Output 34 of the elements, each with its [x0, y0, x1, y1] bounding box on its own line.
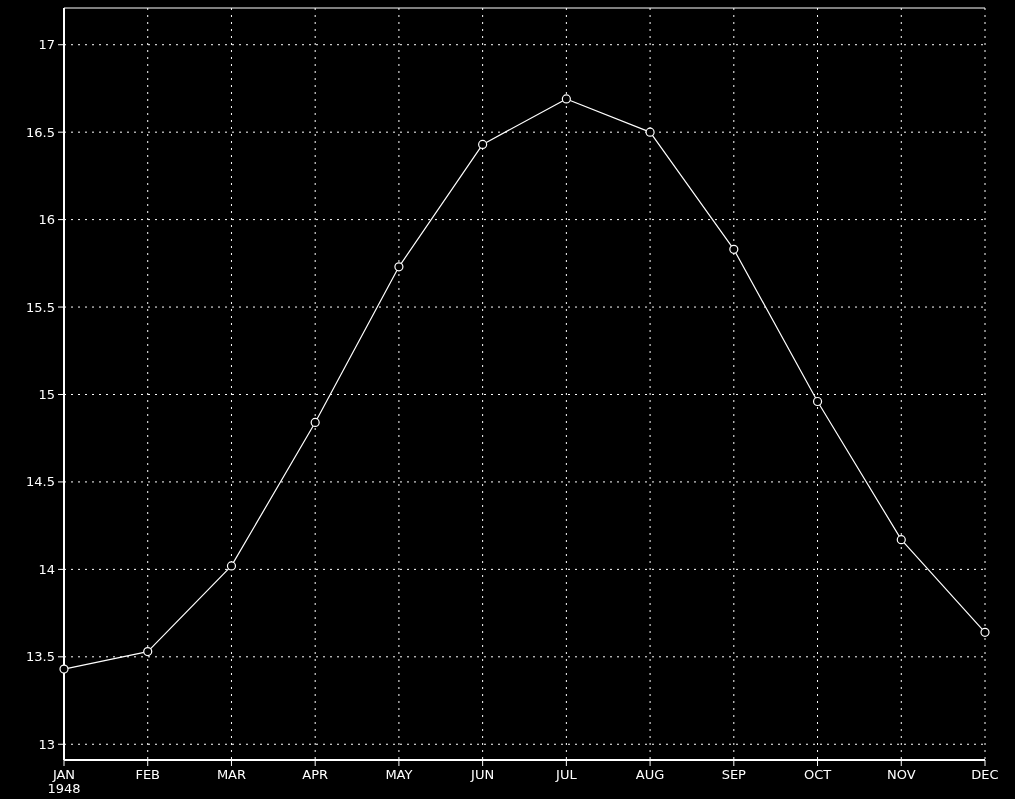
point	[59, 664, 69, 674]
x-tick-label: NOV	[886, 767, 916, 782]
point	[310, 417, 320, 428]
y-tick-label: 16.5	[26, 124, 55, 140]
x-tick-label: FEB	[135, 767, 161, 782]
point	[980, 627, 990, 637]
point	[645, 127, 655, 137]
text: 1948	[47, 781, 81, 796]
y-tick-label: 14.5	[26, 474, 55, 490]
point	[394, 262, 404, 272]
y-tick-label: 13.5	[26, 649, 55, 665]
x-tick-label: MAY	[385, 767, 413, 782]
x-tick-label: DEC	[971, 767, 999, 782]
point	[896, 535, 906, 545]
x-tick-label: JUL	[555, 767, 578, 782]
y-tick-label: 14	[38, 561, 55, 577]
x-tick-label: JUN	[470, 767, 495, 782]
point	[561, 94, 571, 104]
point	[143, 646, 153, 657]
x-tick-label: APR	[302, 767, 329, 782]
point	[812, 396, 823, 407]
point	[729, 244, 739, 254]
y-tick-label: 13	[38, 736, 55, 752]
x-tick-label: AUG	[635, 767, 665, 782]
point	[478, 139, 488, 150]
x-tick-label: SEP	[721, 767, 747, 782]
y-tick-label: 16	[38, 212, 55, 228]
y-tick-label: 17	[38, 37, 55, 53]
x-tick-label: OCT	[803, 767, 832, 782]
point	[226, 561, 237, 571]
x-tick-label: JAN	[51, 767, 76, 782]
x-tick-label: MAR	[216, 767, 247, 782]
y-tick-label: 15	[38, 387, 55, 403]
y-tick-label: 15.5	[26, 299, 55, 315]
